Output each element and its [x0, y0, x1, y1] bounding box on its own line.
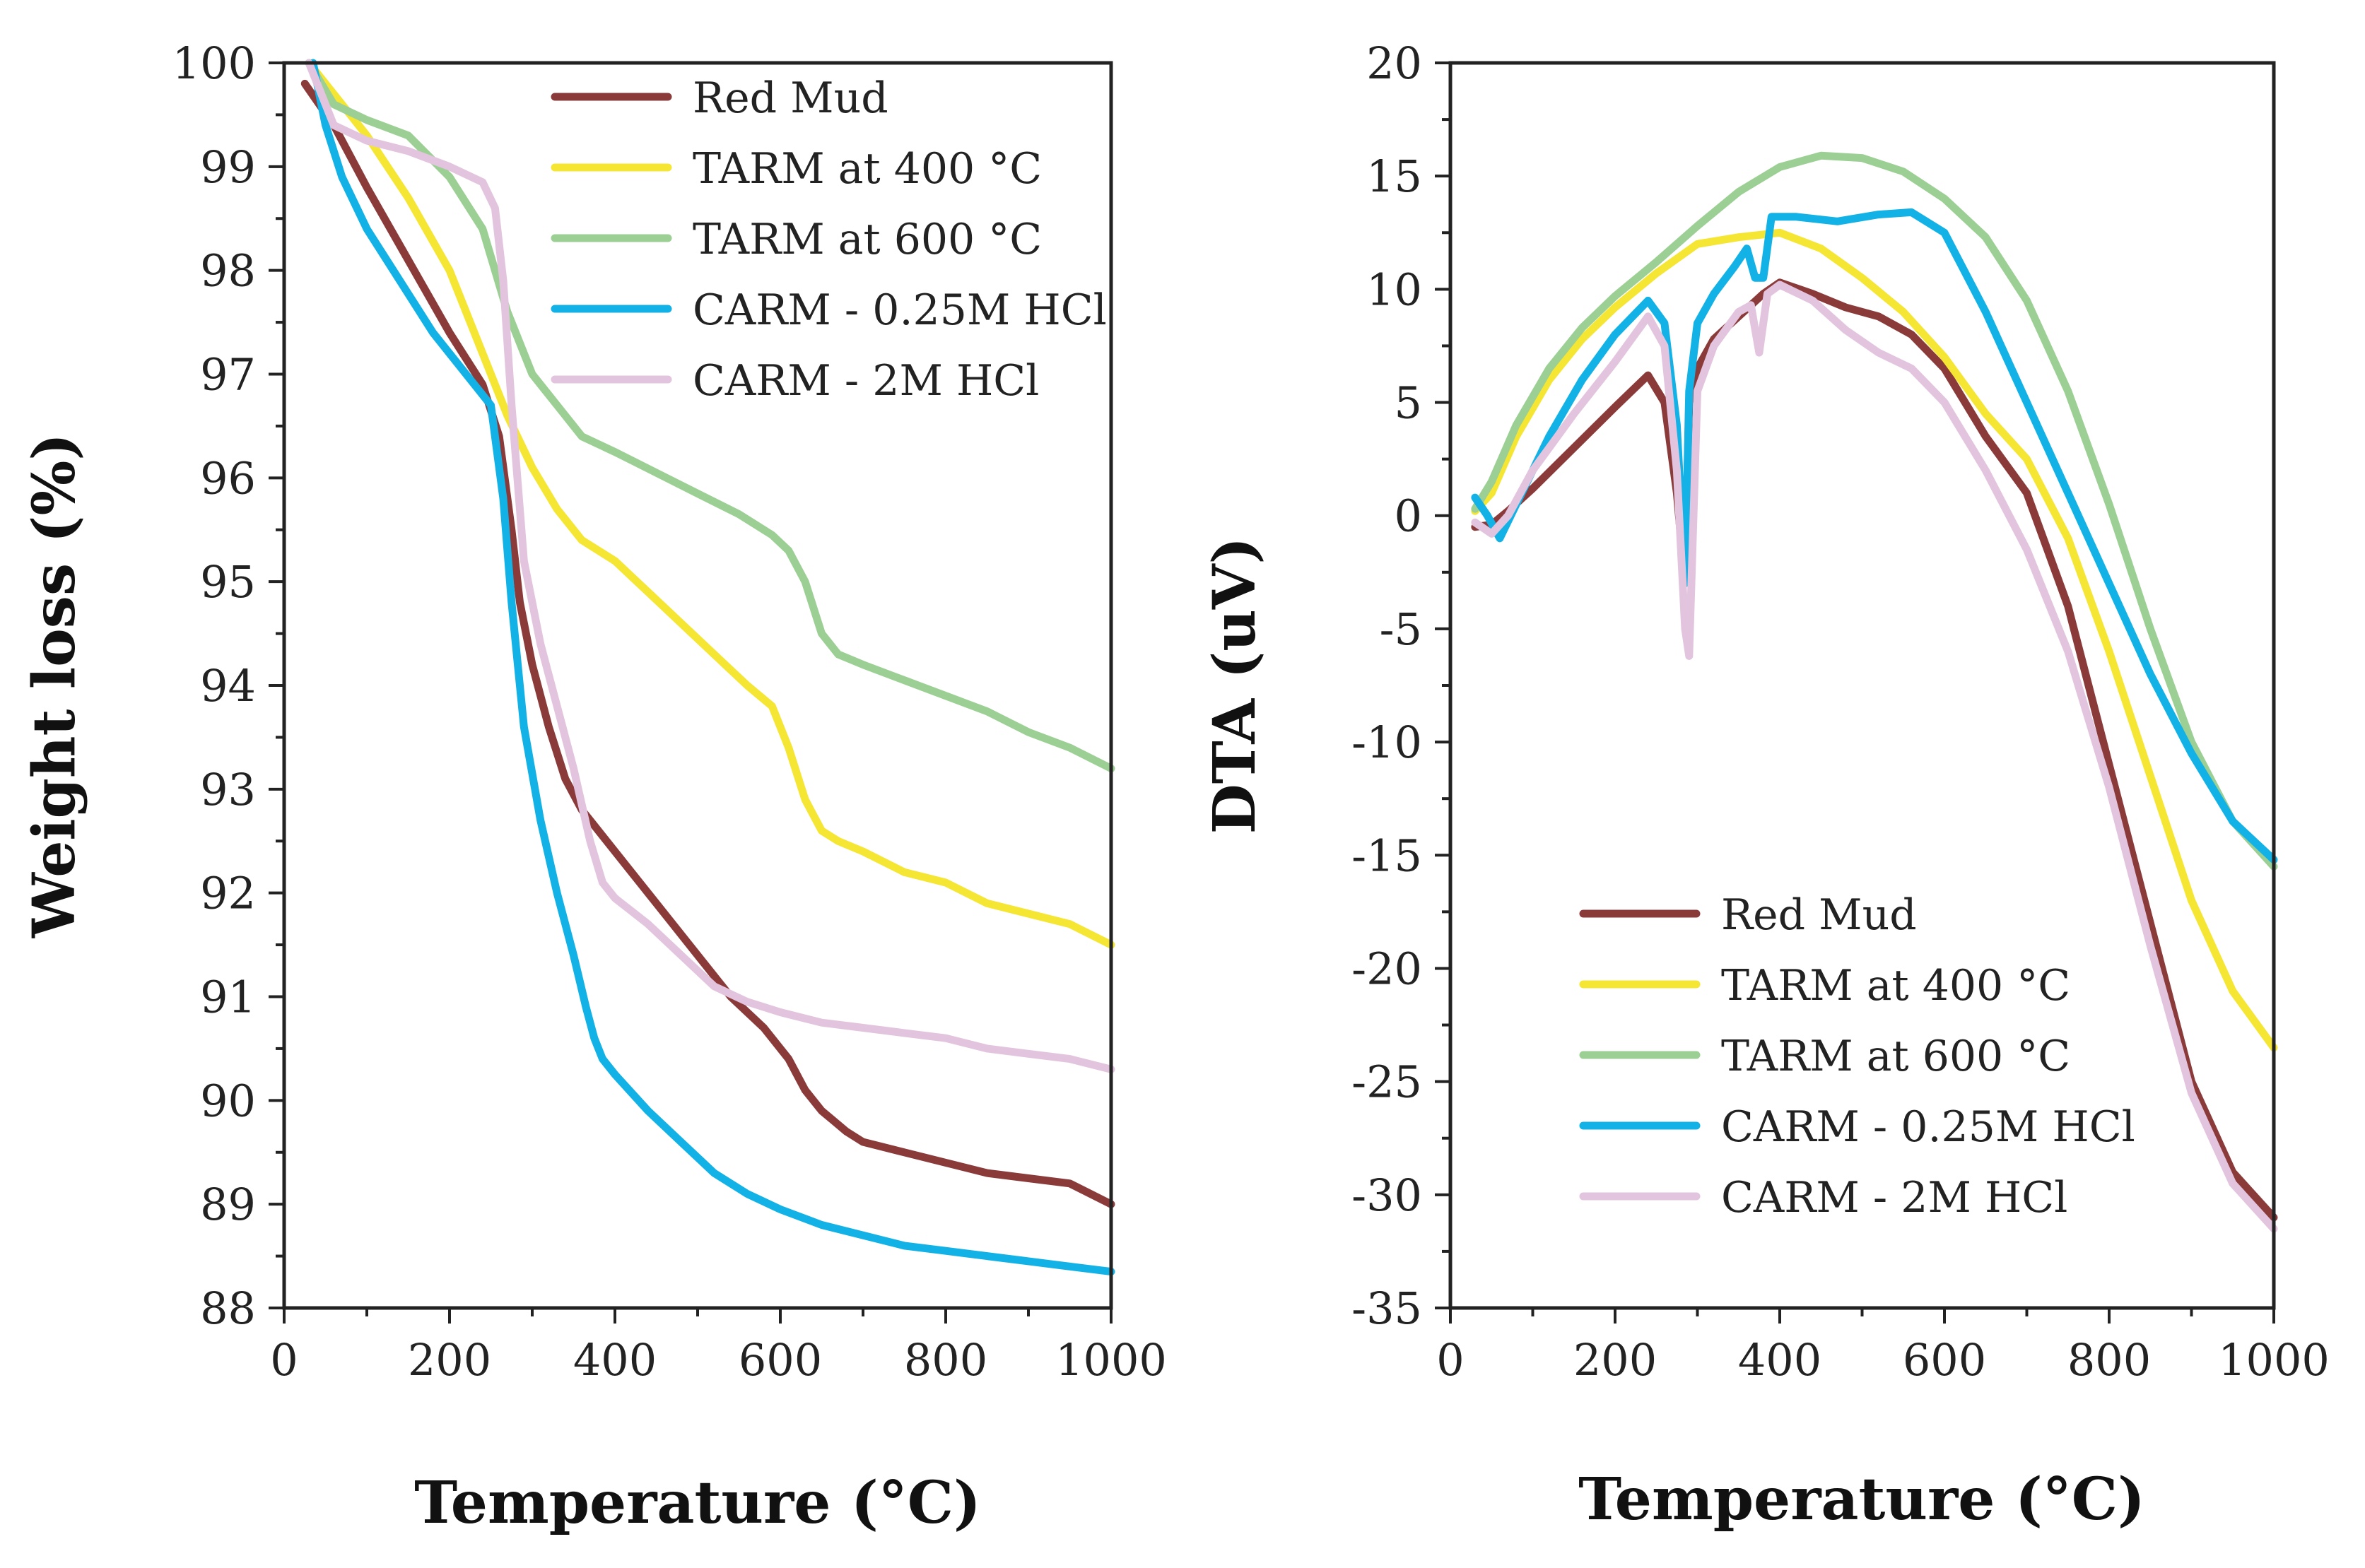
tga-y-tick-label: 94 [200, 660, 256, 712]
dta-x-tick-labels: 0 200 400 600 800 1000 [1436, 1334, 2330, 1386]
tga-x-tick-label: 600 [739, 1334, 822, 1386]
tga-y-tick-label: 98 [200, 245, 256, 297]
dta-series [1471, 151, 2278, 1233]
tga-x-tick-label: 0 [270, 1334, 298, 1386]
tga-y-tick-label: 95 [200, 556, 256, 608]
dta-series-line-red-mud [1471, 278, 2278, 1222]
dta-y-tick-label: -20 [1351, 943, 1422, 994]
dta-y-tick-label: 10 [1366, 264, 1422, 315]
tga-series-line-carm-2m-hcl [305, 59, 1115, 1073]
dta-legend: Red Mud TARM at 400 °C TARM at 600 °C CA… [1579, 890, 2135, 1222]
dta-legend-label-carm-025: CARM - 0.25M HCl [1721, 1102, 2135, 1152]
dta-y-tick-labels: -35 -30 -25 -20 -15 -10 -5 0 5 10 15 20 [1351, 37, 1422, 1334]
dta-x-axis-title: Temperature (°C) [1578, 1466, 2145, 1533]
tga-x-tick-label: 800 [904, 1334, 987, 1386]
dta-plot-frame [1448, 61, 2276, 1310]
dta-y-tick-label: 0 [1395, 490, 1422, 542]
tga-y-tick-label: 92 [200, 868, 256, 919]
dta-legend-label-tarm-600: TARM at 600 °C [1721, 1032, 2070, 1081]
dta-series-line-tarm-at-400-c [1471, 228, 2278, 1052]
dta-x-tick-label: 800 [2067, 1334, 2151, 1386]
dta-legend-label-carm-2: CARM - 2M HCl [1721, 1173, 2067, 1222]
dta-y-tick-label: 5 [1395, 377, 1422, 429]
dta-x-tick-label: 600 [1903, 1334, 1986, 1386]
tga-x-tick-label: 200 [408, 1334, 491, 1386]
tga-y-tick-label: 100 [172, 37, 256, 89]
tga-y-tick-label: 99 [200, 141, 256, 193]
dta-y-tick-label: -25 [1351, 1056, 1422, 1108]
tga-legend-label-carm-2: CARM - 2M HCl [693, 356, 1039, 406]
tga-y-tick-label: 90 [200, 1075, 256, 1126]
tga-legend-label-carm-025: CARM - 0.25M HCl [693, 285, 1107, 335]
tga-series-line-tarm-at-400-c [305, 59, 1115, 949]
tga-y-tick-label: 89 [200, 1179, 256, 1230]
tga-series-line-carm-0-25m-hcl [309, 59, 1115, 1276]
dta-y-tick-label: -35 [1351, 1283, 1422, 1334]
tga-x-axis-title: Temperature (°C) [414, 1469, 981, 1537]
tga-x-tick-labels: 0 200 400 600 800 1000 [270, 1334, 1167, 1386]
tga-x-tick-label: 1000 [1055, 1334, 1167, 1386]
dta-x-tick-label: 1000 [2218, 1334, 2330, 1386]
tga-x-tick-label: 400 [573, 1334, 657, 1386]
dta-y-tick-label: 15 [1366, 151, 1422, 202]
tga-y-tick-labels: 88 89 90 91 92 93 94 95 96 97 98 99 100 [172, 37, 256, 1334]
dta-y-tick-label: -5 [1380, 603, 1422, 655]
dta-y-tick-label: 20 [1366, 37, 1422, 89]
tga-series-line-tarm-at-600-c [305, 59, 1115, 772]
dta-y-tick-label: -15 [1351, 830, 1422, 881]
dta-y-tick-label: -30 [1351, 1169, 1422, 1221]
dta-series-line-carm-2m-hcl [1471, 281, 2278, 1233]
tga-y-tick-label: 91 [200, 972, 256, 1023]
dta-legend-label-tarm-400: TARM at 400 °C [1721, 961, 2070, 1010]
dta-series-line-carm-0-25m-hcl [1471, 208, 2278, 864]
tga-y-axis-title: Weight loss (%) [20, 433, 88, 938]
dta-x-tick-label: 200 [1573, 1334, 1657, 1386]
dta-legend-label-red-mud: Red Mud [1721, 890, 1917, 940]
tga-legend-label-red-mud: Red Mud [693, 73, 888, 123]
dta-series-line-tarm-at-600-c [1471, 151, 2278, 871]
dta-x-tick-label: 400 [1738, 1334, 1821, 1386]
dta-y-tick-label: -10 [1351, 717, 1422, 768]
tga-legend: Red Mud TARM at 400 °C TARM at 600 °C CA… [551, 73, 1107, 406]
tga-plot-frame [282, 61, 1113, 1310]
dta-panel: 0 200 400 600 800 1000 -35 -30 -25 -20 -15 -10 -5 0 5… [1201, 37, 2330, 1533]
tga-y-tick-label: 97 [200, 349, 256, 401]
tga-y-tick-label: 88 [200, 1283, 256, 1334]
tga-legend-label-tarm-600: TARM at 600 °C [693, 215, 1042, 264]
dta-x-tick-label: 0 [1436, 1334, 1464, 1386]
dta-y-axis-title: DTA (uV) [1201, 537, 1269, 835]
tga-y-tick-label: 93 [200, 764, 256, 815]
tga-series [300, 59, 1115, 1276]
tga-y-tick-label: 96 [200, 452, 256, 504]
tga-panel: 0 200 400 600 800 1000 88 89 90 91 92 93 94 95 96 97 98… [20, 37, 1167, 1537]
tga-legend-label-tarm-400: TARM at 400 °C [693, 144, 1042, 194]
